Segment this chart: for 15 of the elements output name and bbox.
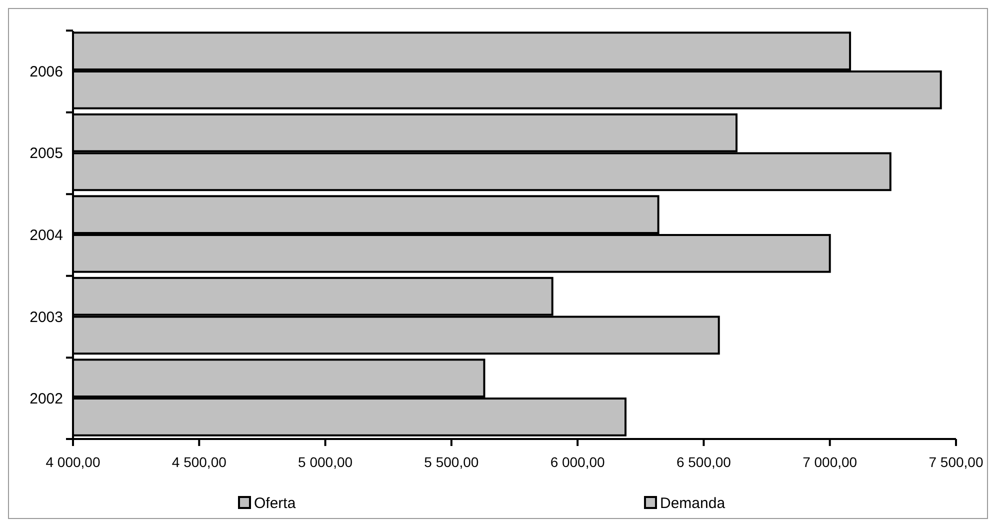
x-tick-label: 5 000,00 [298,454,353,470]
y-tick-label: 2002 [30,390,63,408]
x-tick-label: 4 500,00 [172,454,227,470]
y-tick-label: 2004 [30,227,63,244]
y-tick-label: 2006 [30,63,63,80]
y-tick-label: 2003 [30,308,63,326]
x-tick-label: 7 000,00 [802,454,858,470]
legend-label: Oferta [254,495,296,512]
x-tick-label: 6 500,00 [676,454,732,470]
x-tick-label: 6 000,00 [550,454,606,470]
x-tick-label: 4 000,00 [46,454,100,470]
y-tick-label: 2005 [30,145,63,162]
legend-label: Demanda [660,495,726,512]
x-tick-label: 7 500,00 [928,454,984,470]
x-tick-label: 5 500,00 [424,454,479,470]
